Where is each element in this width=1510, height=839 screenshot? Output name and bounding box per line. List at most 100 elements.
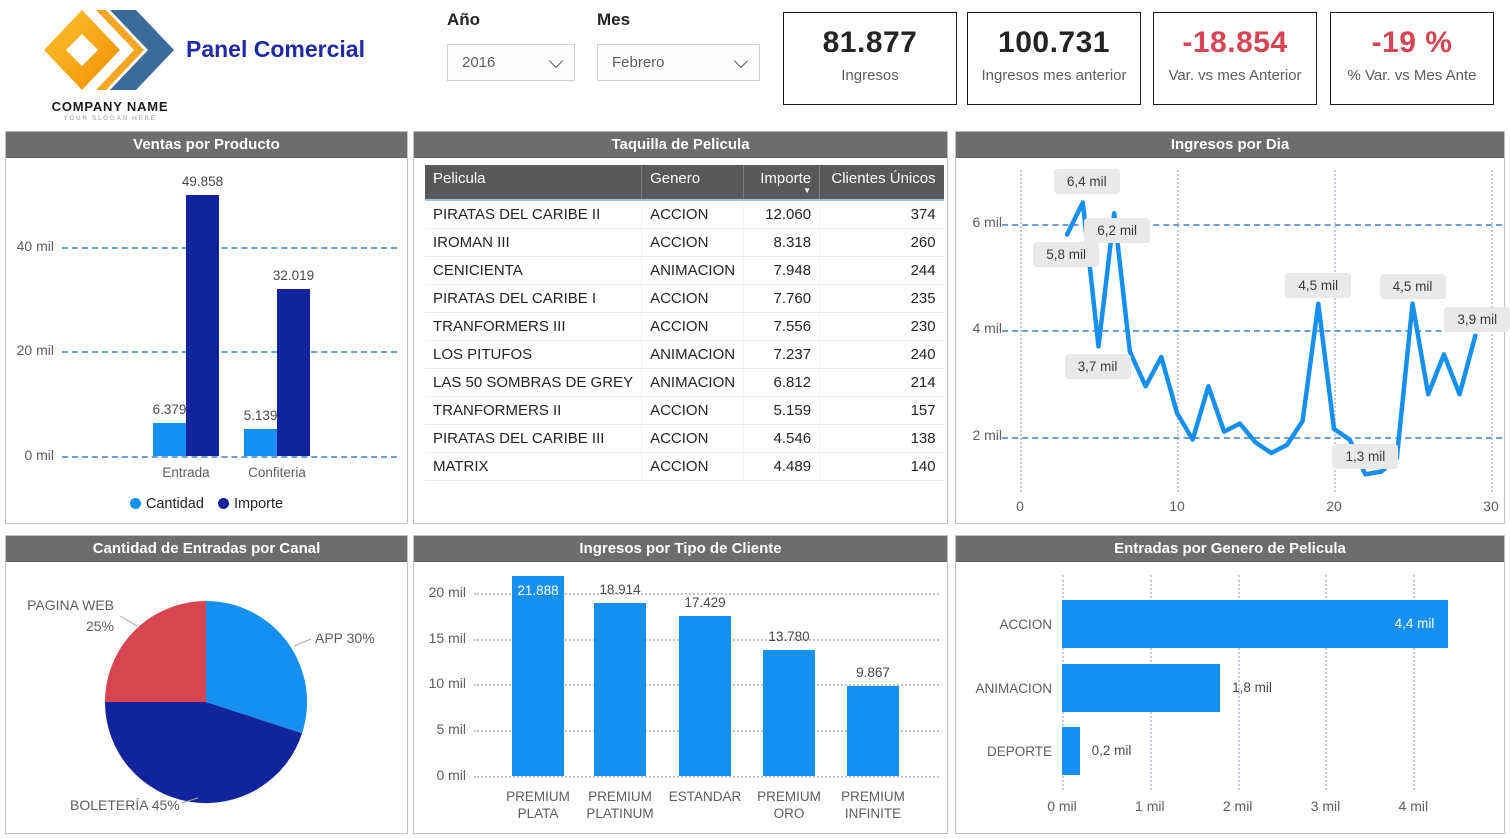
y-axis-tick-label: 10 mil [428, 675, 466, 692]
bar-premium-infinite[interactable] [847, 685, 899, 776]
point-data-label: 3,9 mil [1444, 307, 1510, 333]
panel-title: Cantidad de Entradas por Canal [6, 536, 407, 562]
canal-pie-plot: APP 30% BOLETERÍA 45% PAGINA WEB 25% [6, 562, 407, 833]
point-data-label: 1,3 mil [1332, 443, 1399, 469]
chevron-down-icon[interactable] [548, 53, 564, 69]
table-cell: TRANFORMERS II [425, 396, 642, 425]
pie-label-connector [181, 797, 199, 804]
gridline [1325, 575, 1328, 790]
table-cell: PIRATAS DEL CARIBE II [425, 200, 642, 229]
category-label: DEPORTE [986, 744, 1052, 759]
bar-premium-plata[interactable] [512, 575, 564, 776]
table-cell: 12.060 [743, 200, 820, 229]
bar-entrada-cantidad[interactable] [153, 422, 186, 456]
year-dropdown[interactable]: 2016 [447, 44, 575, 81]
column-header-clientes-únicos[interactable]: Clientes Únicos [819, 165, 944, 201]
sort-descending-icon: ▼ [803, 186, 812, 195]
panel-ingresos-por-dia: Ingresos por Dia 0 10 20 30 2 mil 4 mil 6 mil 6… [955, 131, 1510, 524]
category-label: Entrada [162, 465, 210, 480]
pie-slice-pagina-web[interactable] [105, 601, 206, 702]
data-label: 17.429 [684, 595, 726, 611]
table-cell: ACCION [641, 200, 744, 229]
x-axis-tick-label: 20 [1326, 498, 1342, 514]
chevron-down-icon[interactable] [733, 53, 749, 69]
pie-slice-app[interactable] [206, 601, 308, 734]
pie-slice-label: PAGINA WEB 25% [27, 597, 114, 634]
table-row[interactable]: PIRATAS DEL CARIBE I ACCION 7.760 235 [425, 284, 944, 313]
bar-premium-platinum[interactable] [594, 602, 646, 776]
table-cell: ACCION [641, 284, 744, 313]
data-label: 4,4 mil [1394, 616, 1435, 631]
column-header-genero[interactable]: Genero [641, 165, 744, 201]
kpi-value: 100.731 [998, 26, 1110, 59]
bar-premium-oro[interactable] [763, 649, 815, 776]
ingresos-dia-line[interactable] [1064, 200, 1478, 477]
table-row[interactable]: MATRIX ACCION 4.489 140 [425, 452, 944, 481]
kpi-card: 100.731 Ingresos mes anterior [967, 12, 1141, 105]
table-cell: 7.760 [743, 284, 820, 313]
panel-ingresos-por-tipo-de-cliente: Ingresos por Tipo de Cliente 0 mil 5 mil 1… [413, 535, 948, 834]
table-cell: 240 [819, 340, 944, 369]
table-cell: 260 [819, 228, 944, 257]
table-cell: 7.948 [743, 256, 820, 285]
table-cell: ACCION [641, 228, 744, 257]
category-label: Confiteria [248, 465, 306, 480]
gridline [474, 776, 939, 778]
gridline [1002, 223, 1502, 226]
legend-dot-icon [129, 498, 141, 509]
table-row[interactable]: TRANFORMERS III ACCION 7.556 230 [425, 312, 944, 341]
legend-item[interactable]: Importe [217, 496, 284, 512]
bar-deporte[interactable] [1062, 727, 1080, 775]
y-axis-tick-label: 4 mil [972, 320, 1002, 337]
x-axis-tick-label: 10 [1169, 498, 1185, 514]
table-row[interactable]: LAS 50 SOMBRAS DE GREY ANIMACION 6.812 214 [425, 368, 944, 397]
bar-confiteria-importe[interactable] [277, 288, 310, 456]
table-cell: ANIMACION [641, 368, 744, 397]
table-cell: 235 [819, 284, 944, 313]
kpi-label: Ingresos mes anterior [981, 67, 1127, 84]
bar-accion[interactable] [1062, 600, 1449, 648]
gridline [1237, 575, 1240, 790]
table-row[interactable]: IROMAN III ACCION 8.318 260 [425, 228, 944, 257]
kpi-card: -18.854 Var. vs mes Anterior [1153, 12, 1317, 105]
kpi-label: Ingresos [841, 67, 899, 84]
bar-estandar[interactable] [679, 616, 731, 776]
legend-label: Importe [233, 496, 284, 512]
column-header-importe[interactable]: Importe ▼ [743, 165, 820, 201]
month-dropdown[interactable]: Febrero [597, 44, 760, 81]
y-axis-tick-label: 40 mil [16, 237, 54, 254]
point-data-label: 3,7 mil [1064, 353, 1131, 379]
legend-dot-icon [217, 498, 229, 509]
bar-animacion[interactable] [1062, 664, 1221, 712]
year-filter-label: Año [447, 10, 481, 29]
x-axis-tick-label: 3 mil [1310, 798, 1341, 814]
table-row[interactable]: CENICIENTA ANIMACION 7.948 244 [425, 256, 944, 285]
y-axis-tick-label: 20 mil [428, 583, 466, 600]
category-label: PREMIUM INFINITE [841, 789, 905, 821]
column-header-pelicula[interactable]: Pelicula [425, 165, 642, 201]
y-axis-tick-label: 5 mil [436, 721, 466, 738]
kpi-card: -19 % % Var. vs Mes Ante [1330, 12, 1494, 105]
legend-item[interactable]: Cantidad [129, 496, 204, 512]
table-row[interactable]: PIRATAS DEL CARIBE II ACCION 12.060 374 [425, 200, 944, 229]
table-cell: ANIMACION [641, 256, 744, 285]
table-cell: MATRIX [425, 452, 642, 481]
bar-confiteria-cantidad[interactable] [244, 429, 277, 456]
table-row[interactable]: LOS PITUFOS ANIMACION 7.237 240 [425, 340, 944, 369]
bar-entrada-importe[interactable] [186, 195, 219, 456]
table-row[interactable]: PIRATAS DEL CARIBE III ACCION 4.546 138 [425, 424, 944, 453]
category-label: ACCION [999, 617, 1052, 632]
panel-title: Taquilla de Pelicula [414, 132, 947, 158]
table-cell: LOS PITUFOS [425, 340, 642, 369]
pie-slice-boletería[interactable] [104, 702, 303, 804]
point-data-label: 6,2 mil [1084, 217, 1151, 243]
table-row[interactable]: TRANFORMERS II ACCION 5.159 157 [425, 396, 944, 425]
pie-slice-label: APP 30% [315, 630, 375, 646]
point-data-label: 4,5 mil [1379, 274, 1446, 300]
kpi-value: -18.854 [1182, 26, 1288, 59]
kpi-card: 81.877 Ingresos [783, 12, 957, 105]
year-dropdown-value: 2016 [462, 54, 496, 71]
month-filter-label: Mes [597, 10, 631, 29]
legend-label: Cantidad [145, 496, 204, 512]
